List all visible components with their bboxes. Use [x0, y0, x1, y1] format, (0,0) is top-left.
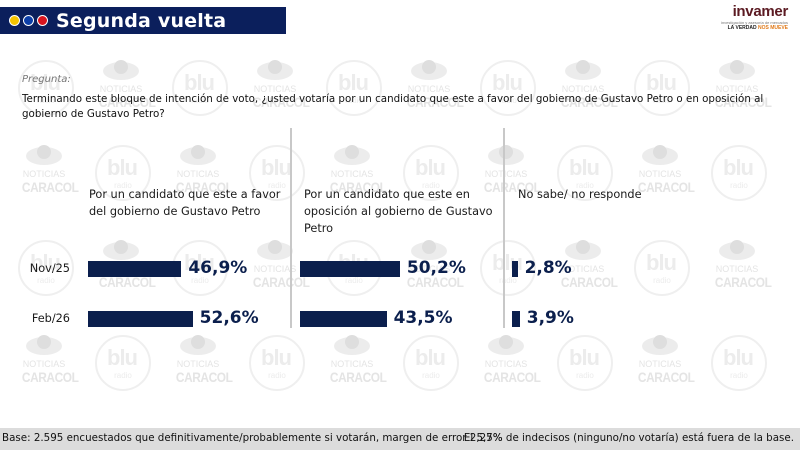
logo-tagline-b: NOS MUEVE — [757, 25, 788, 31]
series-title-favor: Por un candidato que este a favor del go… — [89, 188, 281, 218]
blue-dot-icon — [23, 15, 34, 26]
logo-tagline: LA VERDAD NOS MUEVE — [710, 25, 788, 32]
bar-favor-feb26 — [88, 311, 193, 327]
invamer-logo: invamer investigación y asesoría de merc… — [710, 4, 788, 36]
question-label: Pregunta: — [22, 74, 71, 85]
data-label-favor-feb26: 52,6% — [199, 308, 259, 328]
bar-oposicion-feb26 — [300, 311, 387, 327]
data-label-favor-nov25: 46,9% — [188, 258, 248, 278]
data-label-oposicion-nov25: 50,2% — [406, 258, 466, 278]
yellow-dot-icon — [9, 15, 20, 26]
footer: Base: 2.595 encuestados que definitivame… — [0, 428, 800, 450]
row-label-nov25: Nov/25 — [29, 262, 70, 275]
row-label-feb26: Feb/26 — [31, 312, 70, 325]
question-text: Terminando este bloque de intención de v… — [22, 93, 764, 120]
data-label-nsnr-feb26: 3,9% — [526, 308, 574, 328]
bar-nsnr-feb26 — [512, 311, 520, 327]
column-divider — [290, 128, 292, 328]
page-title: Segunda vuelta — [56, 9, 227, 32]
series-title-nsnr: No sabe/ no responde — [518, 188, 642, 201]
footer-base-note: Base: 2.595 encuestados que definitivame… — [2, 432, 503, 444]
series-title-oposicion: Por un candidato que este en oposición a… — [304, 188, 493, 235]
logo-name: invamer — [732, 3, 789, 20]
data-label-oposicion-feb26: 43,5% — [393, 308, 453, 328]
red-dot-icon — [37, 15, 48, 26]
bar-nsnr-nov25 — [512, 261, 518, 277]
data-label-nsnr-nov25: 2,8% — [524, 258, 572, 278]
bar-oposicion-nov25 — [300, 261, 400, 277]
logo-tagline-a: LA VERDAD — [727, 25, 758, 31]
footer-undecided-note: El 5,5% de indecisos (ninguno/no votaría… — [463, 432, 794, 444]
logo-subtitle: investigación y asesoría de mercados — [721, 20, 788, 25]
column-divider — [503, 128, 505, 328]
title-bar: Segunda vuelta — [0, 7, 286, 34]
bar-favor-nov25 — [88, 261, 182, 277]
